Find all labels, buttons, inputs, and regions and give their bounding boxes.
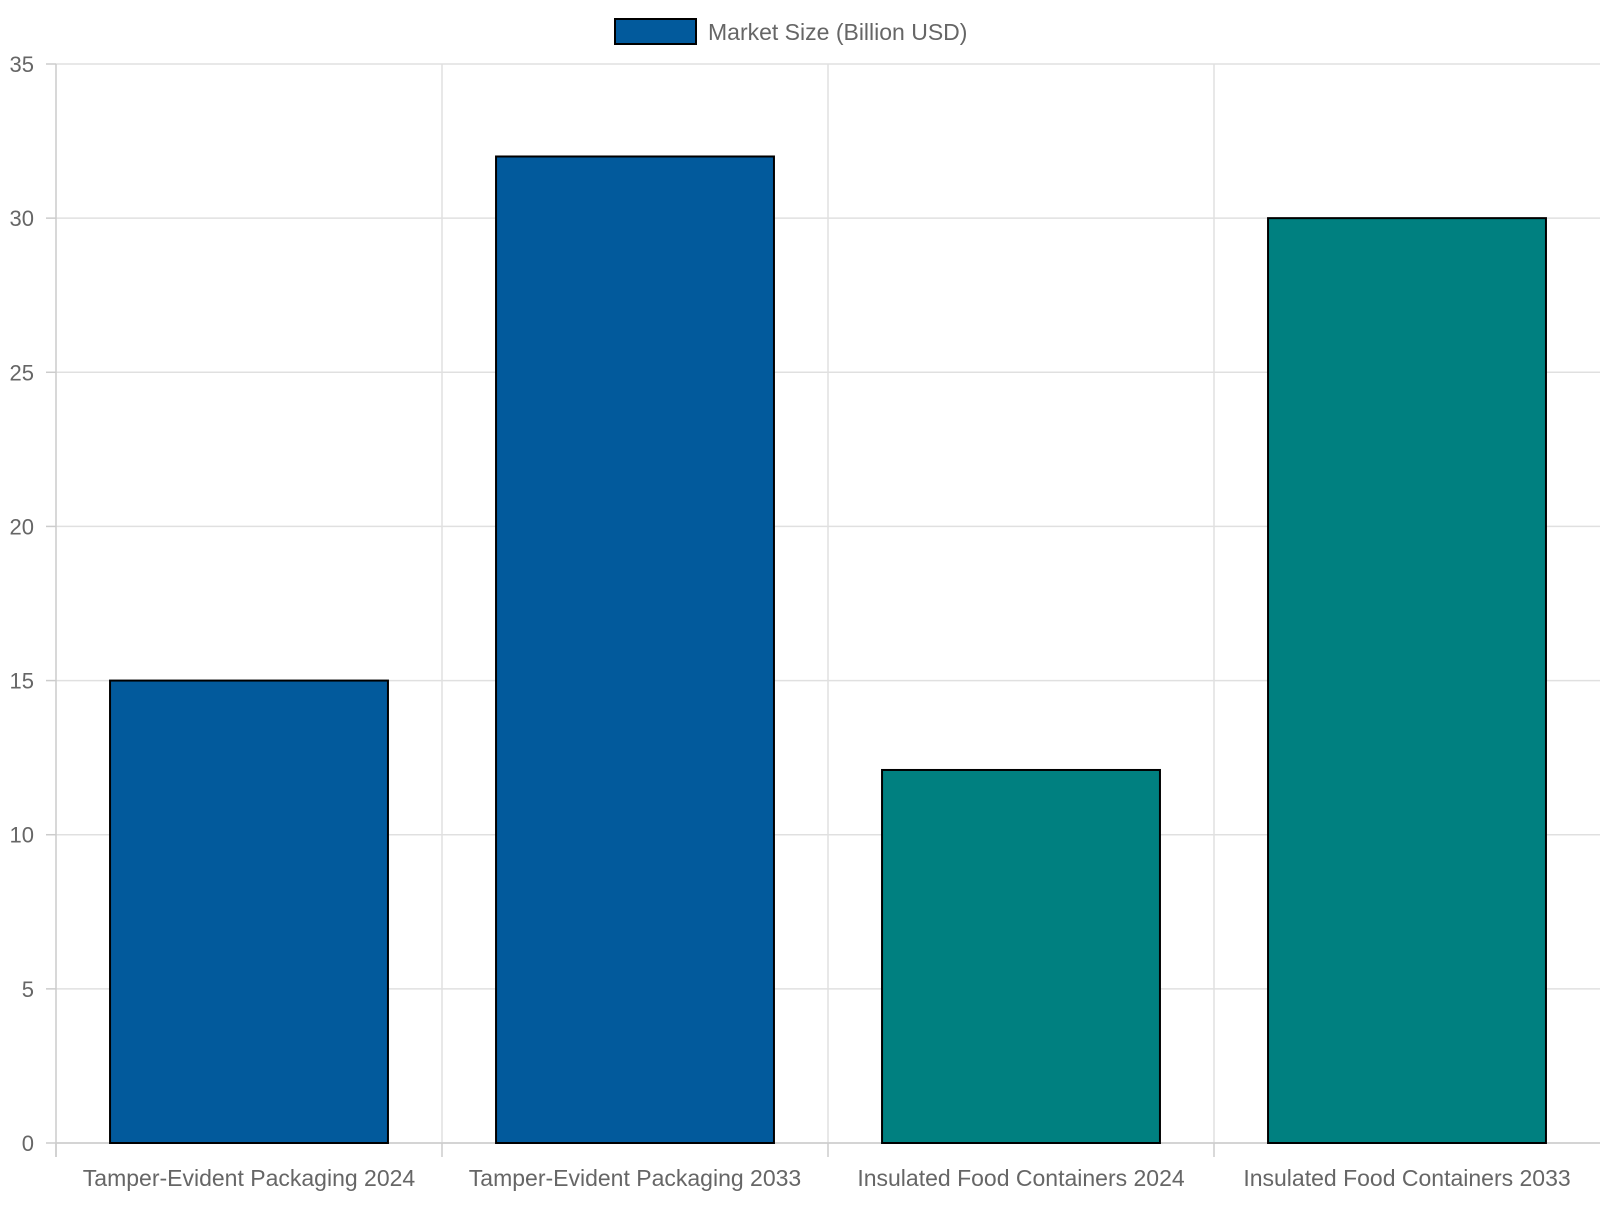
y-tick-label: 10 <box>10 823 34 848</box>
x-tick-label: Insulated Food Containers 2033 <box>1243 1165 1570 1191</box>
y-tick-label: 30 <box>10 206 34 231</box>
x-tick-label: Tamper-Evident Packaging 2024 <box>83 1165 416 1191</box>
bar[interactable] <box>495 155 775 1144</box>
y-tick-label: 25 <box>10 360 34 385</box>
legend-label[interactable]: Market Size (Billion USD) <box>708 19 967 45</box>
bars <box>109 155 1547 1145</box>
y-tick-label: 35 <box>10 52 34 77</box>
legend[interactable]: Market Size (Billion USD) <box>614 18 967 45</box>
tick-labels: 0 5 10 15 20 25 30 35 Tamper-Evident Packaging 2… <box>10 52 1571 1191</box>
y-tick-label: 5 <box>22 977 34 1002</box>
legend-swatch[interactable] <box>614 18 697 45</box>
bar[interactable] <box>1267 217 1547 1144</box>
x-tick-label: Insulated Food Containers 2024 <box>857 1165 1185 1191</box>
bar[interactable] <box>881 768 1161 1145</box>
bar[interactable] <box>109 679 389 1144</box>
x-tick-label: Tamper-Evident Packaging 2033 <box>469 1165 801 1191</box>
y-tick-label: 0 <box>22 1131 34 1156</box>
y-tick-label: 15 <box>10 669 34 694</box>
y-tick-label: 20 <box>10 514 34 539</box>
